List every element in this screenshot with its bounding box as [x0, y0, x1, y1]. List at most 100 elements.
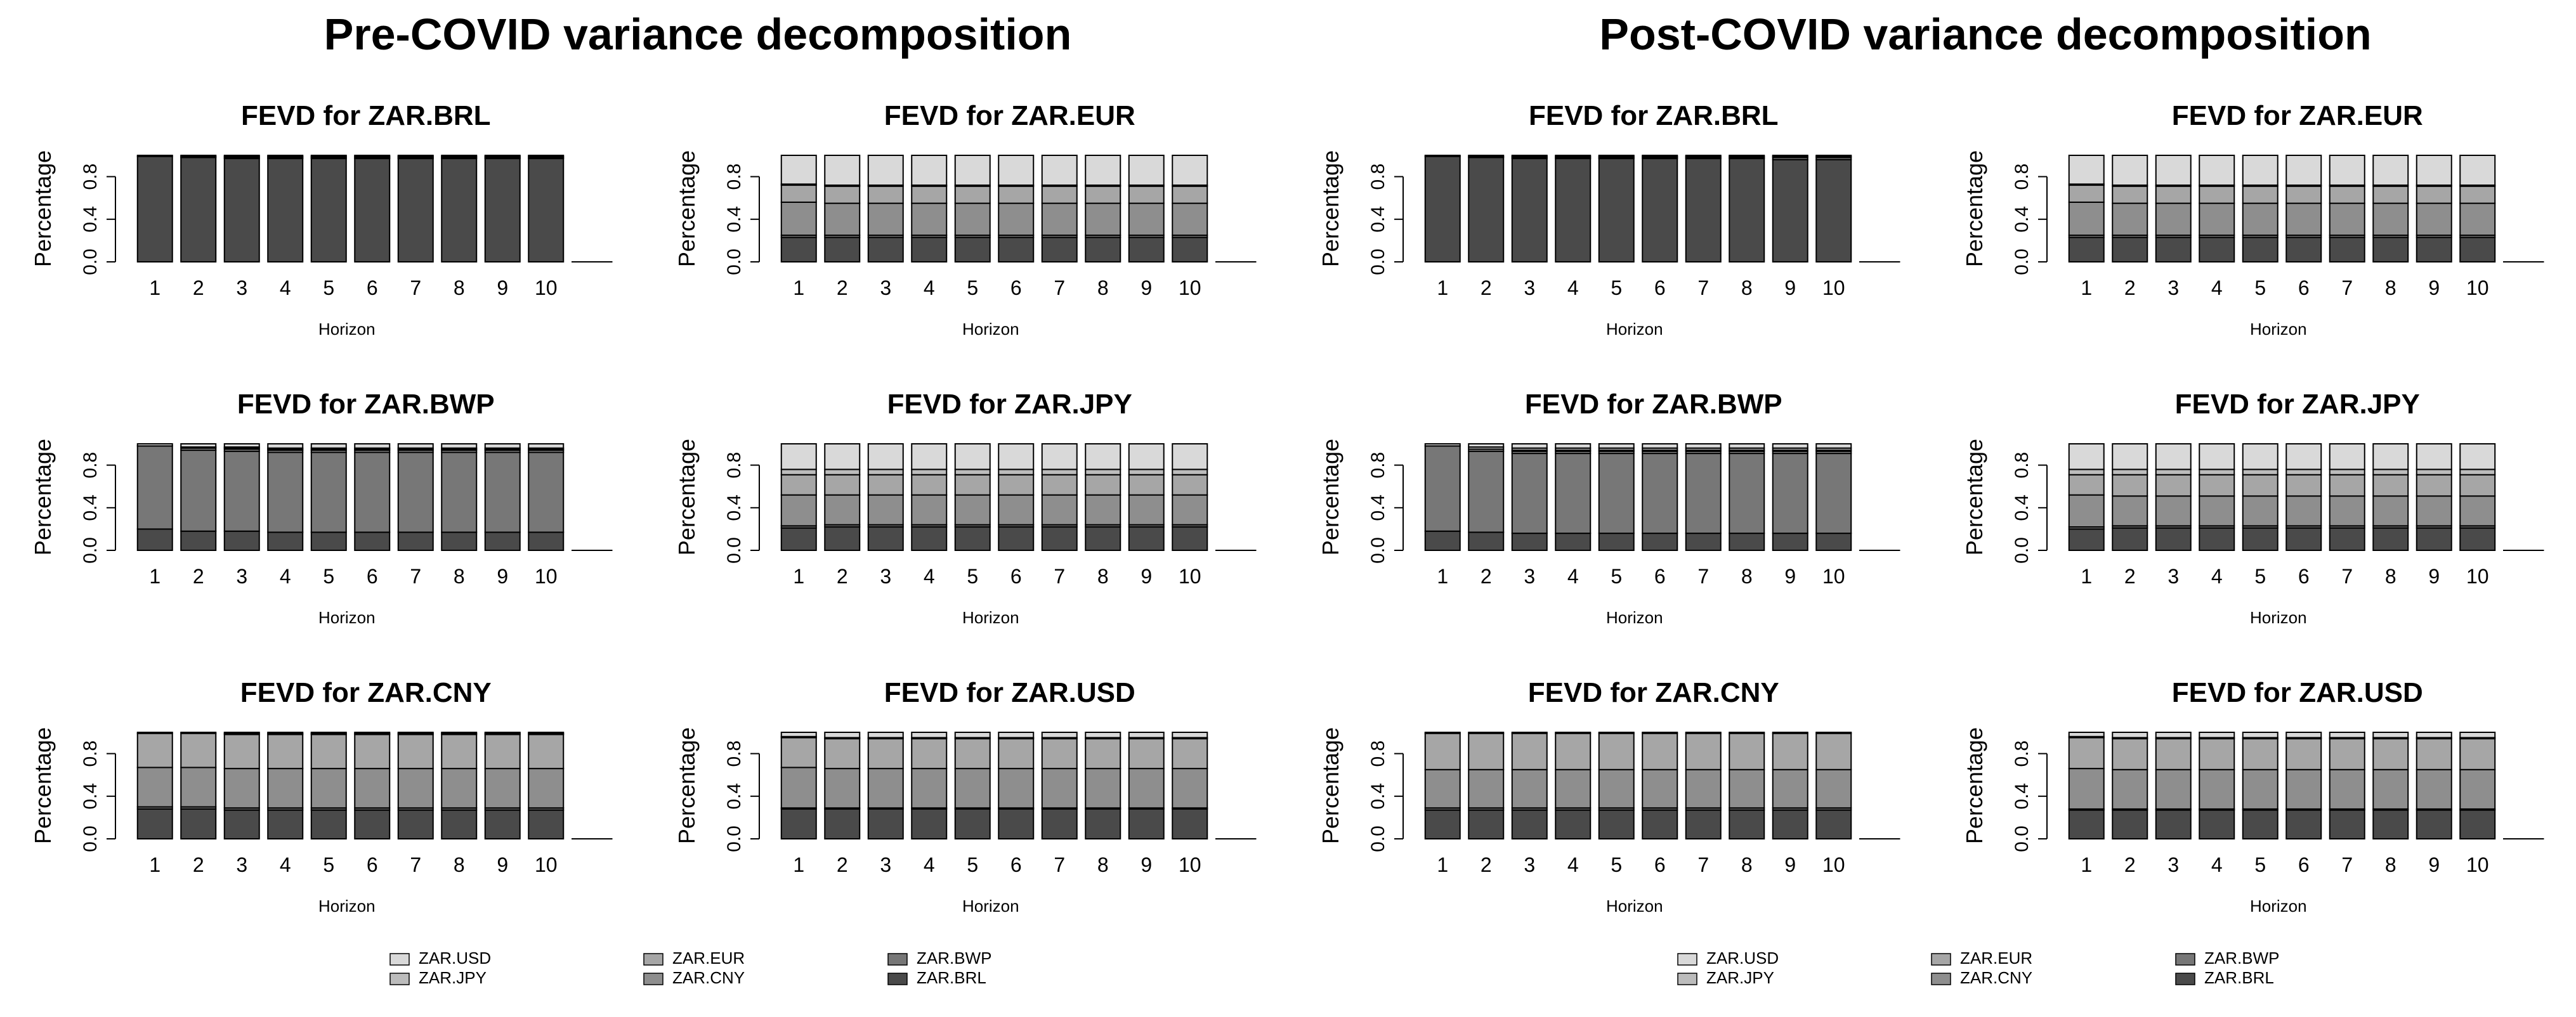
x-tick-label: 9: [497, 853, 508, 876]
bar-segment: [441, 531, 478, 552]
bar-segment: [780, 185, 817, 203]
bar-segment: [2416, 155, 2452, 186]
legend-label: ZAR.CNY: [1960, 968, 2032, 987]
bar-segment: [2068, 494, 2105, 528]
bar-segment: [441, 768, 478, 809]
bar-segment: [2199, 443, 2235, 470]
y-tick-label: 0.0: [80, 826, 101, 852]
y-axis-label: Percentage: [1317, 727, 1344, 844]
bar-segment: [1685, 732, 1722, 770]
bar-segment: [180, 450, 217, 532]
bar-segment: [484, 443, 521, 449]
bar-segment: [2242, 809, 2279, 840]
bar-segment: [528, 443, 565, 449]
bar-segment: [2285, 474, 2322, 497]
y-tick-label: 0.0: [1368, 249, 1389, 275]
bar-segment: [180, 767, 217, 808]
bar-segment: [911, 768, 948, 809]
bar-segment: [180, 530, 217, 552]
x-tick-label: 6: [2298, 276, 2310, 299]
bar-segment: [1128, 494, 1165, 526]
bar-segment: [267, 809, 304, 840]
y-axis-label: Percentage: [674, 439, 700, 555]
bar-segment: [2112, 768, 2148, 810]
bar-segment: [780, 236, 817, 262]
x-axis-label: Horizon: [1606, 320, 1663, 339]
bar-segment: [223, 158, 260, 262]
bar-segment: [310, 155, 347, 157]
bar-segment: [1172, 474, 1208, 496]
bar-segment: [780, 443, 817, 470]
y-tick-label: 0.0: [724, 537, 745, 564]
bar-segment: [2155, 185, 2192, 204]
bar-segment: [2459, 768, 2496, 810]
x-tick-label: 9: [1784, 853, 1796, 876]
y-tick-label: 0.4: [1368, 495, 1389, 521]
bar-segment: [2329, 768, 2365, 810]
bar-segment: [2068, 737, 2105, 770]
bar-segment: [1041, 474, 1078, 496]
bar-segment: [2199, 236, 2235, 262]
bar-segment: [528, 734, 565, 770]
legend-swatch: [389, 973, 410, 985]
bar-segment: [484, 158, 521, 262]
bar-segment: [2068, 443, 2105, 470]
bar-segment: [354, 443, 391, 449]
bar-segment: [1128, 469, 1165, 476]
bar-segment: [2199, 732, 2235, 739]
bar-segment: [1729, 533, 1765, 551]
bar-segment: [484, 734, 521, 770]
x-tick-label: 10: [535, 276, 558, 299]
bar-segment: [1598, 732, 1635, 734]
bar-segment: [354, 768, 391, 809]
x-tick-label: 10: [2466, 276, 2489, 299]
bar-segment: [1642, 768, 1678, 809]
y-tick-label: 0.4: [2011, 783, 2032, 810]
bar-segment: [2459, 185, 2496, 204]
bar-segment: [954, 494, 991, 526]
bar-segment: [397, 158, 434, 262]
bar-segment: [1468, 450, 1505, 533]
x-tick-label: 6: [2298, 853, 2310, 876]
bar-segment: [1511, 732, 1548, 734]
bar-segment: [528, 158, 565, 262]
bar-segment: [2199, 768, 2235, 810]
legend-swatch: [1677, 973, 1697, 985]
bar-segment: [1468, 809, 1505, 840]
bar-segment: [824, 474, 861, 496]
bar-segment: [2372, 185, 2409, 204]
bar-segment: [2155, 495, 2192, 527]
x-tick-label: 8: [1741, 276, 1753, 299]
bar-segment: [1511, 809, 1548, 840]
bar-segment: [267, 158, 304, 262]
x-axis-label: Horizon: [2250, 608, 2307, 627]
x-tick-label: 5: [2254, 853, 2266, 876]
bar-segment: [2155, 809, 2192, 840]
bar-segment: [954, 443, 991, 470]
bar-segment: [824, 469, 861, 476]
bar-segment: [1172, 443, 1208, 470]
x-tick-label: 9: [1141, 565, 1152, 588]
y-tick-label: 0.4: [724, 206, 745, 233]
panel-title: FEVD for ZAR.BRL: [241, 100, 491, 131]
bar-segment: [2416, 527, 2452, 551]
legend-label: ZAR.USD: [1706, 949, 1779, 968]
bar-segment: [2372, 809, 2409, 840]
bar-segment: [911, 443, 948, 470]
bar-segment: [1468, 732, 1505, 734]
bar-segment: [2112, 155, 2148, 186]
bar-segment: [441, 158, 478, 262]
legend-label: ZAR.CNY: [672, 968, 745, 987]
legend-swatch: [389, 953, 410, 966]
bar-segment: [1685, 453, 1722, 534]
bar-segment: [528, 809, 565, 840]
bar-segment: [2372, 474, 2409, 497]
x-tick-label: 2: [2124, 853, 2136, 876]
x-tick-label: 7: [410, 276, 421, 299]
x-tick-label: 1: [793, 853, 804, 876]
bar-segment: [1729, 158, 1765, 262]
y-tick-label: 0.0: [1368, 537, 1389, 564]
bar-segment: [2155, 443, 2192, 470]
x-tick-label: 1: [2081, 853, 2092, 876]
bar-segment: [2285, 236, 2322, 262]
